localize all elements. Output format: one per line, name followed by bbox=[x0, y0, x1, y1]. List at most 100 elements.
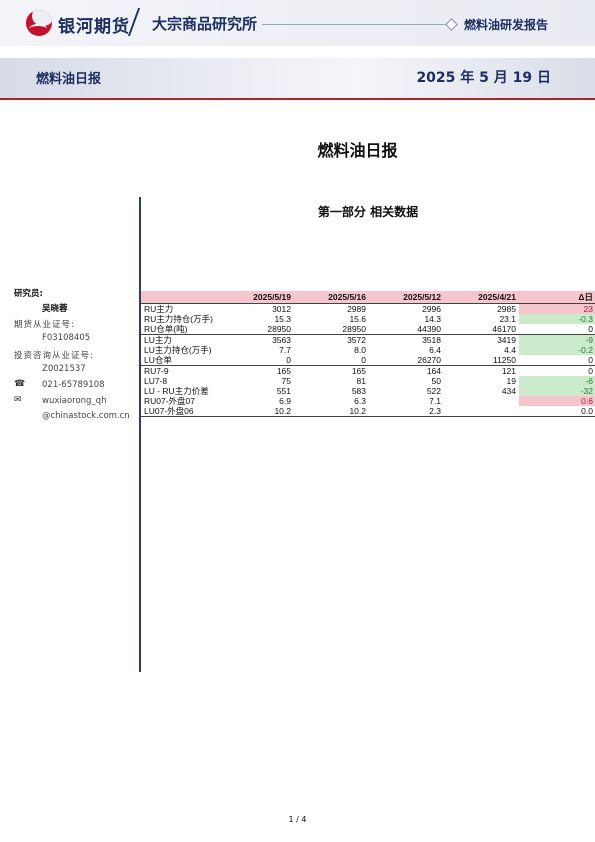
email-line-1: wuxiaorong_qh bbox=[42, 396, 107, 406]
researcher-name: 吴晓蓉 bbox=[42, 304, 68, 314]
value-cell: 10.2 bbox=[219, 406, 294, 417]
header-rule bbox=[262, 24, 448, 25]
phone-number: 021-65789108 bbox=[42, 380, 105, 390]
sidebar-divider bbox=[139, 197, 141, 672]
section-title: 第一部分 相关数据 bbox=[317, 205, 419, 219]
table-header-cell: 2025/5/19 bbox=[219, 291, 294, 304]
value-cell: 3012 bbox=[272, 304, 291, 314]
futures-cert: F03108405 bbox=[42, 333, 91, 343]
row-label: LU主力 bbox=[144, 335, 172, 345]
value-cell: 551 bbox=[276, 386, 291, 396]
row-label: RU主力 bbox=[144, 304, 174, 314]
diamond-icon bbox=[445, 18, 458, 31]
row-label: LU - RU主力价差 bbox=[144, 386, 209, 396]
futures-cert-label: 期货从业证号: bbox=[14, 320, 75, 330]
table-header-cell: Δ日 bbox=[519, 291, 595, 304]
fuel-oil-data-table: 2025/5/19 2025/5/16 2025/5/12 2025/4/21 … bbox=[141, 291, 595, 417]
row-label: RU07-外盘07 bbox=[144, 396, 196, 406]
delta-cell: -0.3 bbox=[519, 314, 595, 324]
value-cell: 10.2 bbox=[294, 406, 369, 417]
value-cell: 434 bbox=[501, 386, 516, 396]
value-cell: 6.4 bbox=[429, 345, 441, 355]
value-cell: 0 bbox=[294, 355, 369, 366]
table-row: RU仓单(吨) 28950 28950 44390 46170 0 bbox=[141, 324, 595, 335]
table-row: LU主力 3563 3572 3518 3419 -9 bbox=[141, 334, 595, 345]
top-header-band: 银河期货 大宗商品研究所 燃料油研发报告 bbox=[0, 0, 595, 46]
table-header-cell: 2025/5/12 bbox=[369, 291, 444, 304]
row-label: RU7-9 bbox=[144, 366, 169, 376]
page-title: 燃料油日报 bbox=[317, 141, 398, 160]
value-cell: 2985 bbox=[497, 304, 516, 314]
table-row: RU7-9 165 165 164 121 0 bbox=[141, 365, 595, 376]
row-label: LU7-8 bbox=[144, 376, 168, 386]
invest-cert: Z0021537 bbox=[42, 364, 86, 374]
value-cell: 46170 bbox=[444, 324, 519, 335]
phone-icon: ☎ bbox=[14, 379, 26, 389]
email-line-2: @chinastock.com.cn bbox=[42, 411, 130, 421]
report-type: 燃料油研发报告 bbox=[464, 18, 549, 32]
value-cell: 15.6 bbox=[349, 314, 366, 324]
value-cell: 0 bbox=[219, 355, 294, 366]
table-row: RU主力持仓(万手) 15.3 15.6 14.3 23.1 -0.3 bbox=[141, 314, 595, 324]
row-label: RU主力持仓(万手) bbox=[144, 314, 213, 324]
value-cell: 26270 bbox=[369, 355, 444, 366]
value-cell: 23.1 bbox=[499, 314, 516, 324]
table-row: LU7-8 75 81 50 19 -6 bbox=[141, 376, 595, 386]
value-cell: 522 bbox=[426, 386, 441, 396]
table-row: LU07-外盘06 10.2 10.2 2.3 0.0 bbox=[141, 406, 595, 417]
delta-cell: 23 bbox=[519, 303, 595, 314]
value-cell bbox=[444, 396, 519, 406]
value-cell: 15.3 bbox=[274, 314, 291, 324]
value-cell: 2.3 bbox=[369, 406, 444, 417]
value-cell: 8.0 bbox=[354, 345, 366, 355]
table-row: LU - RU主力价差 551 583 522 434 -32 bbox=[141, 386, 595, 396]
value-cell: 11250 bbox=[444, 355, 519, 366]
email-icon: ✉ bbox=[14, 395, 22, 405]
title-band: 燃料油日报 2025 年 5 月 19 日 bbox=[0, 58, 595, 100]
table-row: RU07-外盘07 6.9 6.3 7.1 0.6 bbox=[141, 396, 595, 406]
invest-cert-label: 投资咨询从业证号: bbox=[14, 351, 94, 361]
delta-cell: 0.0 bbox=[519, 406, 595, 417]
delta-cell: 0.6 bbox=[519, 396, 595, 406]
value-cell: 2996 bbox=[422, 304, 441, 314]
table-row: RU主力 3012 2989 2996 2985 23 bbox=[141, 303, 595, 314]
institute-name: 大宗商品研究所 bbox=[152, 15, 258, 33]
value-cell: 7.1 bbox=[429, 396, 441, 406]
row-label: LU07-外盘06 bbox=[141, 406, 219, 417]
value-cell: 164 bbox=[426, 366, 441, 376]
row-label: RU仓单(吨) bbox=[141, 324, 219, 335]
delta-cell: -32 bbox=[519, 386, 595, 396]
value-cell: 583 bbox=[351, 386, 366, 396]
value-cell: 28950 bbox=[219, 324, 294, 335]
value-cell: 3563 bbox=[272, 335, 291, 345]
table-header-cell bbox=[141, 291, 219, 304]
brand-name: 银河期货 bbox=[58, 17, 130, 37]
value-cell: 165 bbox=[351, 366, 366, 376]
value-cell: 50 bbox=[431, 376, 441, 386]
delta-cell: 0 bbox=[519, 355, 595, 366]
delta-cell: 0 bbox=[519, 365, 595, 376]
table-header-row: 2025/5/19 2025/5/16 2025/5/12 2025/4/21 … bbox=[141, 291, 595, 304]
value-cell: 6.9 bbox=[279, 396, 291, 406]
table-row: LU仓单 0 0 26270 11250 0 bbox=[141, 355, 595, 366]
row-label: LU主力持仓(万手) bbox=[144, 345, 212, 355]
value-cell: 121 bbox=[501, 366, 516, 376]
value-cell: 19 bbox=[506, 376, 516, 386]
value-cell: 44390 bbox=[369, 324, 444, 335]
delta-cell: -0.2 bbox=[519, 345, 595, 355]
value-cell: 28950 bbox=[294, 324, 369, 335]
delta-cell: 0 bbox=[519, 324, 595, 335]
table-header-cell: 2025/4/21 bbox=[444, 291, 519, 304]
researcher-label: 研究员: bbox=[14, 289, 43, 299]
value-cell: 14.3 bbox=[424, 314, 441, 324]
delta-cell: -6 bbox=[519, 376, 595, 386]
page-number: 1 / 4 bbox=[288, 815, 307, 824]
value-cell: 2989 bbox=[347, 304, 366, 314]
value-cell: 75 bbox=[281, 376, 291, 386]
value-cell: 6.3 bbox=[354, 396, 366, 406]
delta-cell: -9 bbox=[519, 334, 595, 345]
report-date: 2025 年 5 月 19 日 bbox=[416, 70, 551, 86]
value-cell: 81 bbox=[356, 376, 366, 386]
band-title: 燃料油日报 bbox=[36, 72, 102, 87]
value-cell: 3419 bbox=[497, 335, 516, 345]
